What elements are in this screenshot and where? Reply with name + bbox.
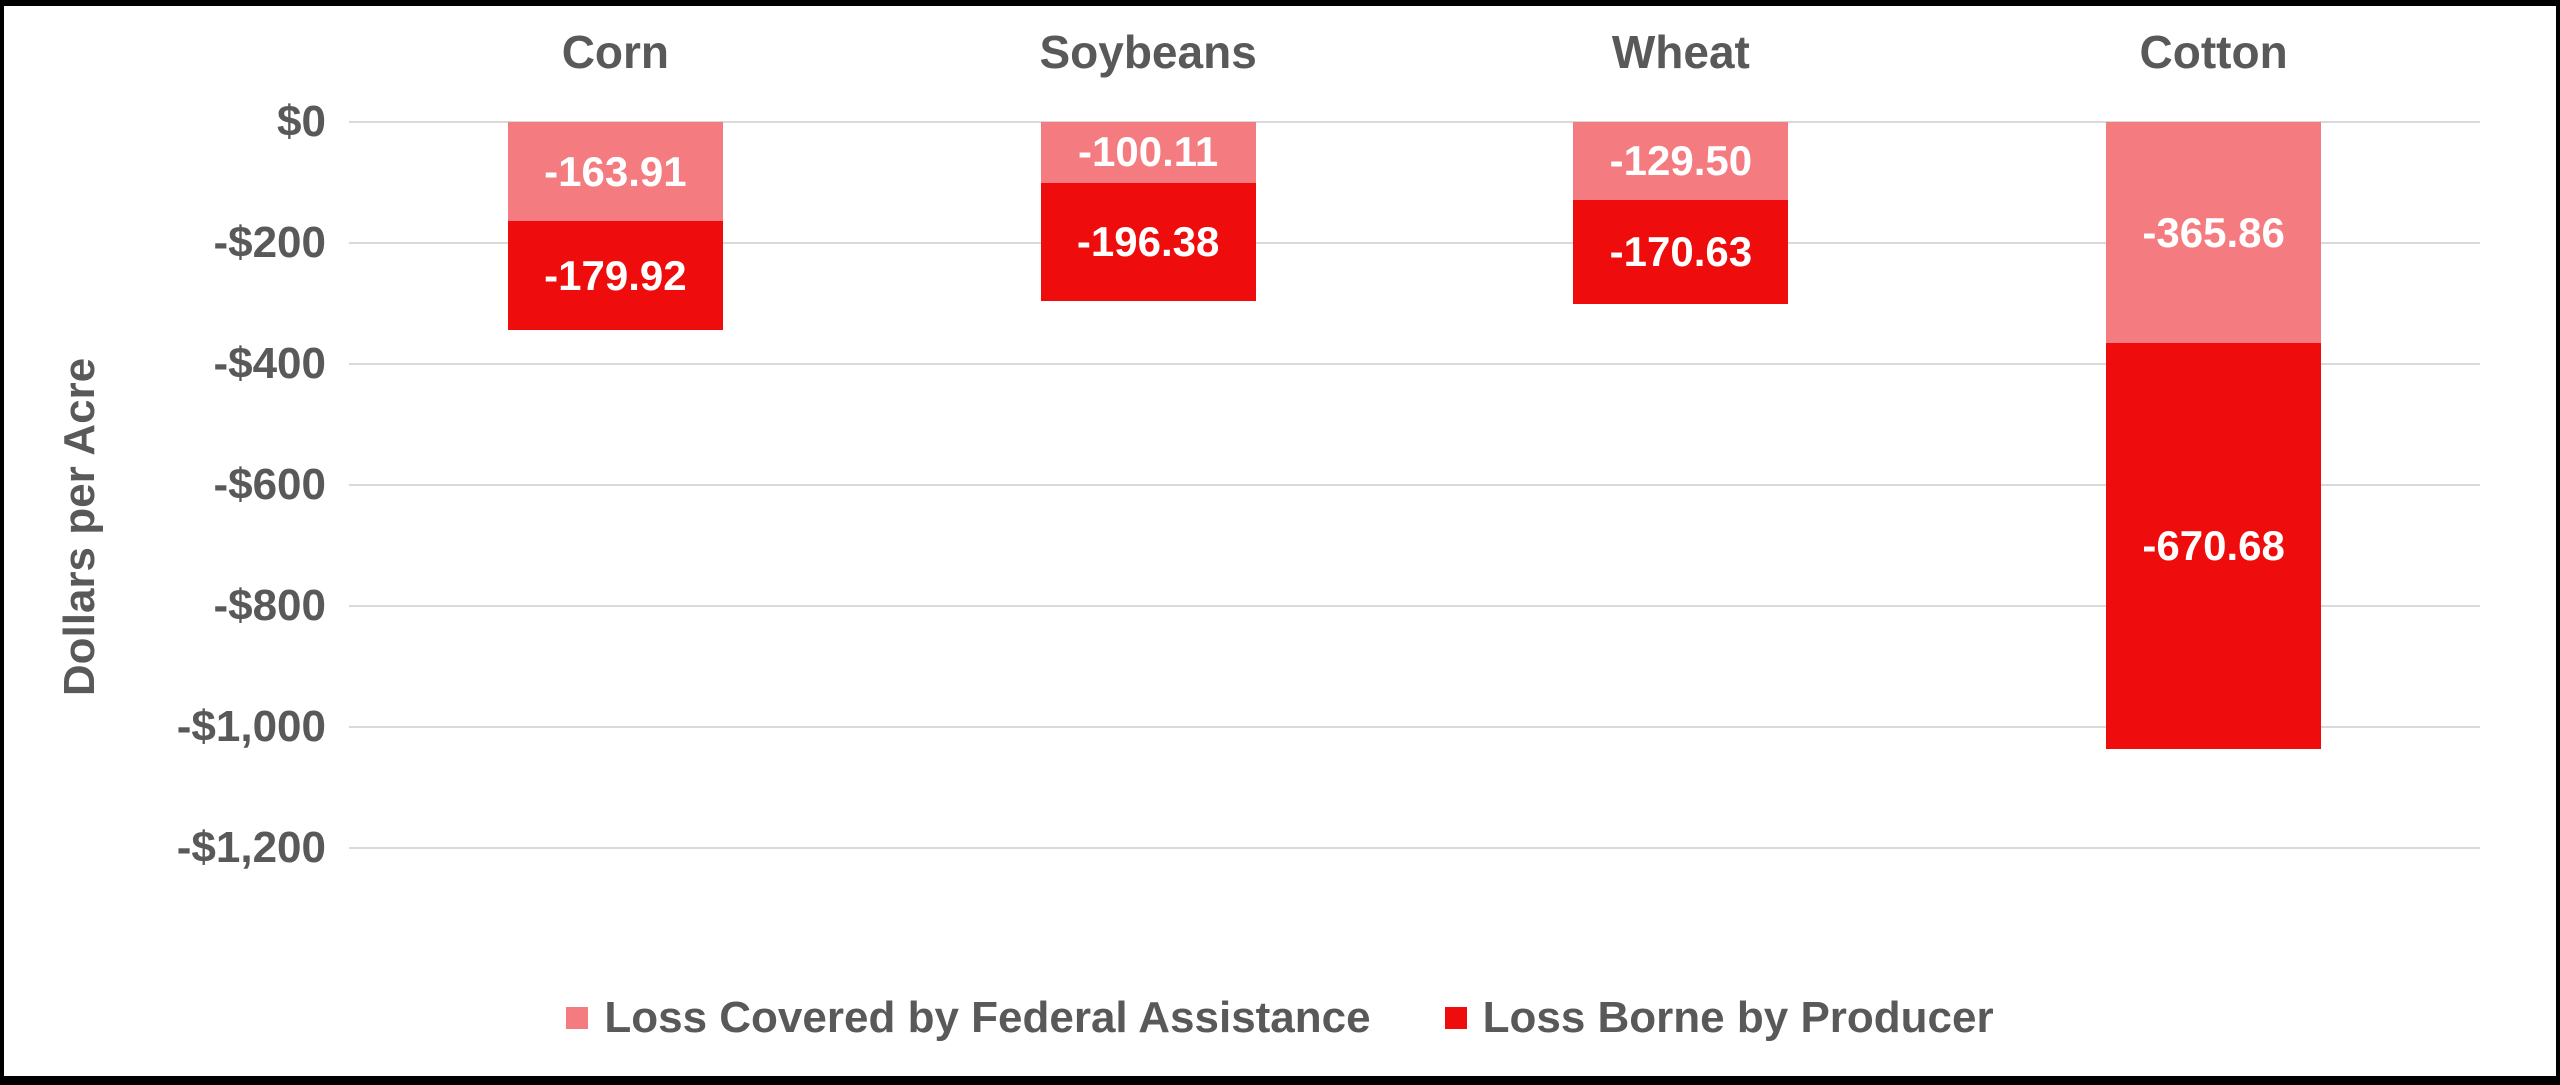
category-label-corn: Corn <box>561 26 670 78</box>
gridline--400 <box>349 363 2480 365</box>
category-label-wheat: Wheat <box>1611 26 1750 78</box>
gridline--200 <box>349 242 2480 244</box>
legend-item-1: Loss Covered by Federal Assistance <box>566 993 1371 1043</box>
y-tick-label: -$1,000 <box>176 702 326 751</box>
bar-segment-corn-series2: -179.92 <box>507 221 723 330</box>
bar-value-label: -129.50 <box>1609 137 1753 185</box>
category-label-cotton: Cotton <box>2139 26 2288 78</box>
gridline--800 <box>349 605 2480 607</box>
legend-label: Loss Borne by Producer <box>1482 993 1994 1042</box>
legend: Loss Covered by Federal Assistance Loss B… <box>0 992 2560 1044</box>
bar-value-label: -196.38 <box>1076 217 1220 265</box>
bar-segment-corn-series1: -163.91 <box>507 122 723 222</box>
bar-segment-cotton-series2: -670.68 <box>2106 343 2322 750</box>
bar-segment-wheat-series2: -170.63 <box>1573 200 1789 304</box>
bar-value-label: -670.68 <box>2142 522 2285 570</box>
bar-value-label: -163.91 <box>544 147 687 195</box>
y-axis-title: Dollars per Acre <box>55 357 104 697</box>
y-tick-label: -$400 <box>213 339 326 388</box>
bar-value-label: -365.86 <box>2142 208 2285 256</box>
y-tick-label: -$200 <box>213 218 326 267</box>
gridline--600 <box>349 484 2480 486</box>
y-tick-label: -$800 <box>213 581 326 630</box>
y-tick-label: -$1,200 <box>176 823 326 872</box>
gridline-0 <box>349 121 2480 123</box>
category-label-soybeans: Soybeans <box>1039 26 1257 78</box>
bar-segment-soybeans-series2: -196.38 <box>1040 182 1256 302</box>
gridline--1200 <box>349 847 2480 849</box>
bar-value-label: -170.63 <box>1609 227 1753 275</box>
bar-segment-wheat-series1: -129.50 <box>1573 122 1789 201</box>
bar-segment-soybeans-series1: -100.11 <box>1040 122 1256 183</box>
legend-item-2: Loss Borne by Producer <box>1444 993 1994 1043</box>
y-tick-label: $0 <box>277 97 326 146</box>
legend-label: Loss Covered by Federal Assistance <box>604 993 1371 1042</box>
bar-segment-cotton-series1: -365.86 <box>2106 122 2322 344</box>
legend-marker-icon <box>566 1007 589 1029</box>
y-tick-label: -$600 <box>213 460 326 509</box>
gridline--1000 <box>349 726 2480 728</box>
bar-value-label: -179.92 <box>544 251 687 299</box>
bar-value-label: -100.11 <box>1078 128 1219 176</box>
legend-marker-icon <box>1444 1007 1467 1029</box>
